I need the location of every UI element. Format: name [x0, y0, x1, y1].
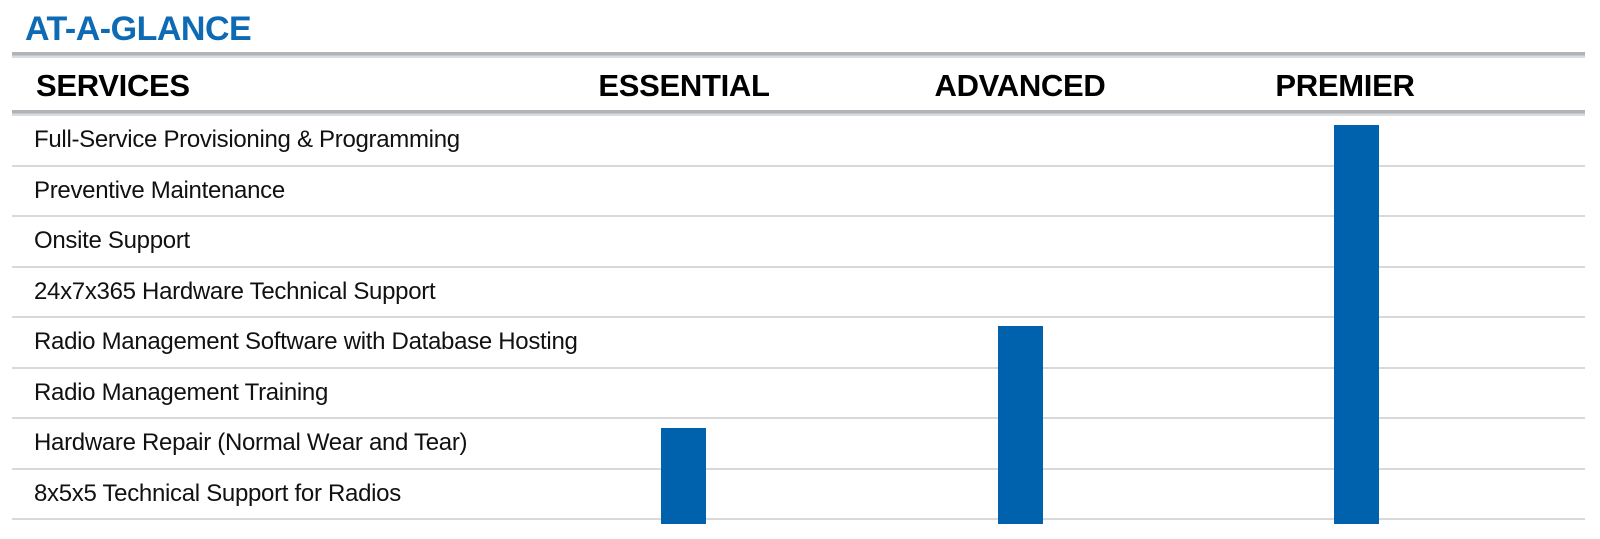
service-row: Full-Service Provisioning & Programming [12, 116, 1585, 167]
service-row: 24x7x365 Hardware Technical Support [12, 268, 1585, 318]
service-rows: Full-Service Provisioning & Programming … [12, 116, 1585, 520]
column-header-services: SERVICES [36, 68, 190, 103]
service-row: Onsite Support [12, 217, 1585, 268]
service-row: 8x5x5 Technical Support for Radios [12, 470, 1585, 520]
service-row: Hardware Repair (Normal Wear and Tear) [12, 419, 1585, 470]
service-row: Radio Management Training [12, 369, 1585, 419]
service-row: Preventive Maintenance [12, 167, 1585, 217]
divider-under-title [12, 52, 1585, 58]
column-header-advanced: ADVANCED [934, 68, 1106, 103]
service-row: Radio Management Software with Database … [12, 318, 1585, 369]
column-header-essential: ESSENTIAL [598, 68, 770, 103]
divider-under-header [12, 110, 1585, 116]
column-header-premier: PREMIER [1275, 68, 1415, 103]
premier-coverage-bar [1334, 125, 1379, 524]
page-title: AT-A-GLANCE [25, 10, 252, 48]
essential-coverage-bar [661, 428, 706, 524]
advanced-coverage-bar [998, 326, 1043, 524]
